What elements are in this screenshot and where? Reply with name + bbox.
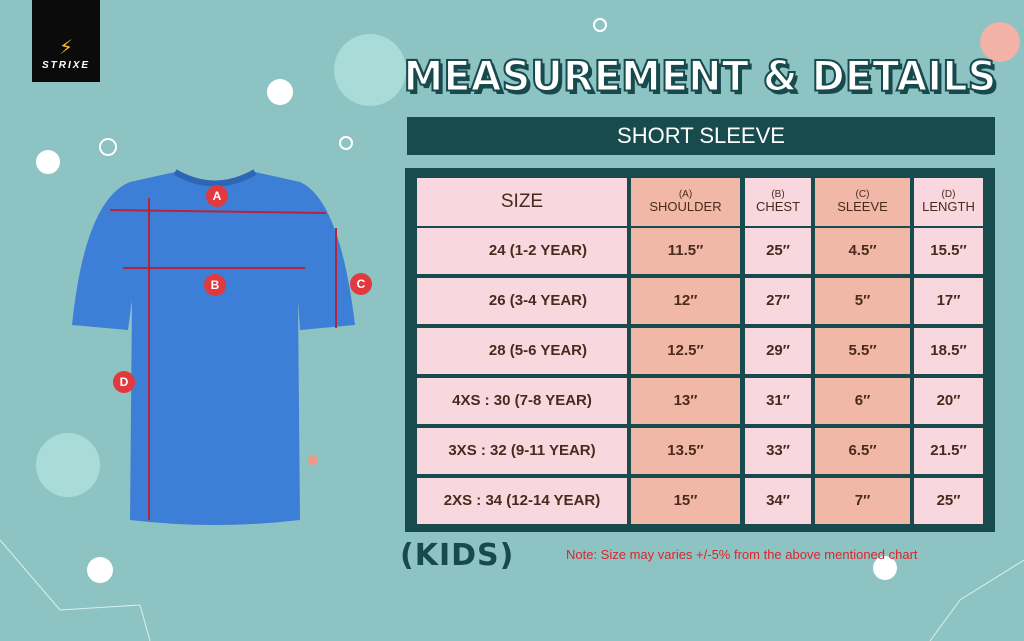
header-label: CHEST xyxy=(755,199,801,215)
subtitle-bar: SHORT SLEEVE xyxy=(407,117,995,155)
cell-shoulder: 13.5″ xyxy=(631,428,740,474)
cell-length: 18.5″ xyxy=(914,328,983,374)
smiling-sun-icon xyxy=(36,433,100,497)
cell-size: 24 (1-2 YEAR) xyxy=(417,228,627,274)
cloud-icon xyxy=(267,79,293,105)
cell-chest: 31″ xyxy=(745,378,811,424)
brand-logo: ⚡︎ STRIXE xyxy=(32,0,100,82)
cell-shoulder: 13″ xyxy=(631,378,740,424)
cell-chest: 33″ xyxy=(745,428,811,474)
header-code: (B) xyxy=(771,188,785,200)
header-code: (C) xyxy=(855,188,870,200)
cell-shoulder: 11.5″ xyxy=(631,228,740,274)
cell-size: 26 (3-4 YEAR) xyxy=(417,278,627,324)
cell-shoulder: 12.5″ xyxy=(631,328,740,374)
page-title: MEASUREMENT & DETAILS xyxy=(403,52,998,102)
cell-size: 3XS : 32 (9-11 YEAR) xyxy=(417,428,627,474)
cell-size: 28 (5-6 YEAR) xyxy=(417,328,627,374)
cell-sleeve: 6″ xyxy=(815,378,910,424)
cell-length: 17″ xyxy=(914,278,983,324)
header-length: (D) LENGTH xyxy=(914,178,983,226)
cloud-icon xyxy=(36,150,60,174)
marker-a: A xyxy=(206,185,228,207)
size-chart-table: SIZE (A) SHOULDER (B) CHEST (C) SLEEVE (D) LENGT… xyxy=(405,168,995,532)
header-label: SLEEVE xyxy=(837,199,888,215)
cell-length: 15.5″ xyxy=(914,228,983,274)
cell-shoulder: 15″ xyxy=(631,478,740,524)
cell-sleeve: 5.5″ xyxy=(815,328,910,374)
cell-length: 21.5″ xyxy=(914,428,983,474)
kids-label: (KIDS) xyxy=(400,538,515,573)
cell-size: 2XS : 34 (12-14 YEAR) xyxy=(417,478,627,524)
cell-sleeve: 4.5″ xyxy=(815,228,910,274)
cell-sleeve: 7″ xyxy=(815,478,910,524)
cloud-icon xyxy=(873,556,897,580)
logo-text: STRIXE xyxy=(41,60,91,71)
header-code: (A) xyxy=(678,188,693,200)
marker-b: B xyxy=(204,274,226,296)
header-label: SIZE xyxy=(500,191,544,213)
cell-chest: 29″ xyxy=(745,328,811,374)
header-sleeve: (C) SLEEVE xyxy=(815,178,910,226)
cell-sleeve: 5″ xyxy=(815,278,910,324)
header-size: SIZE xyxy=(417,178,627,226)
header-label: LENGTH xyxy=(922,199,975,215)
cell-chest: 27″ xyxy=(745,278,811,324)
header-code: (D) xyxy=(941,188,956,200)
planet-icon xyxy=(980,22,1020,62)
cell-chest: 34″ xyxy=(745,478,811,524)
cell-length: 25″ xyxy=(914,478,983,524)
header-chest: (B) CHEST xyxy=(745,178,811,226)
cloud-icon xyxy=(87,557,113,583)
header-shoulder: (A) SHOULDER xyxy=(631,178,740,226)
cell-size: 4XS : 30 (7-8 YEAR) xyxy=(417,378,627,424)
marker-c: C xyxy=(350,273,372,295)
marker-d: D xyxy=(113,371,135,393)
lightning-icon: ⚡︎ xyxy=(58,37,74,59)
cell-shoulder: 12″ xyxy=(631,278,740,324)
size-note: Note: Size may varies +/-5% from the abo… xyxy=(566,547,918,562)
smiling-sun-icon xyxy=(334,34,406,106)
tshirt-image xyxy=(72,169,355,525)
header-label: SHOULDER xyxy=(649,199,722,215)
cell-sleeve: 6.5″ xyxy=(815,428,910,474)
cell-chest: 25″ xyxy=(745,228,811,274)
cell-length: 20″ xyxy=(914,378,983,424)
